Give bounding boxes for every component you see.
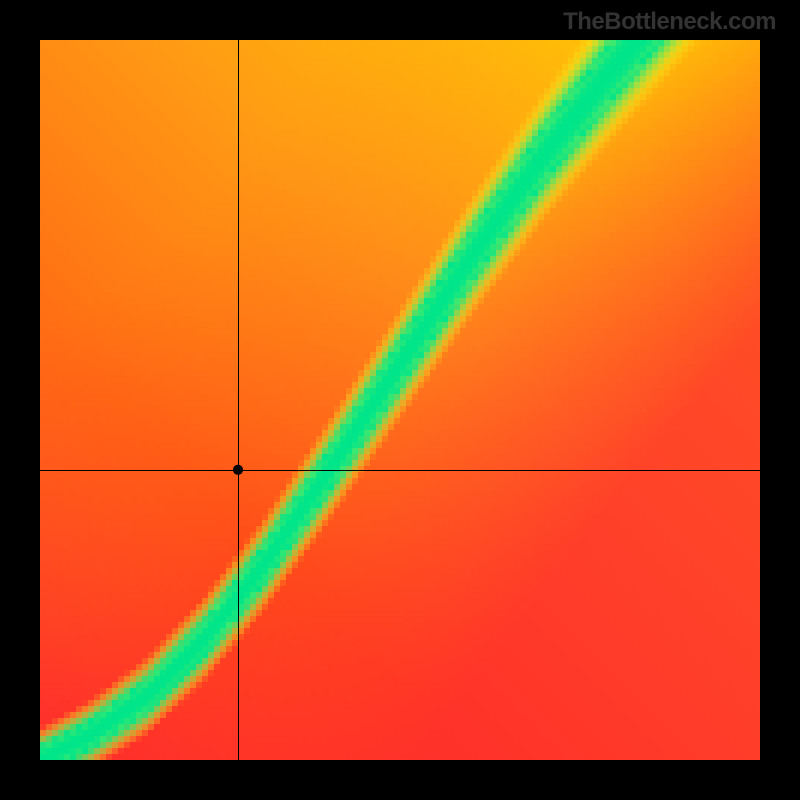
watermark-text: TheBottleneck.com bbox=[563, 8, 776, 36]
bottleneck-heatmap-canvas bbox=[0, 0, 800, 800]
chart-container: TheBottleneck.com bbox=[0, 0, 800, 800]
